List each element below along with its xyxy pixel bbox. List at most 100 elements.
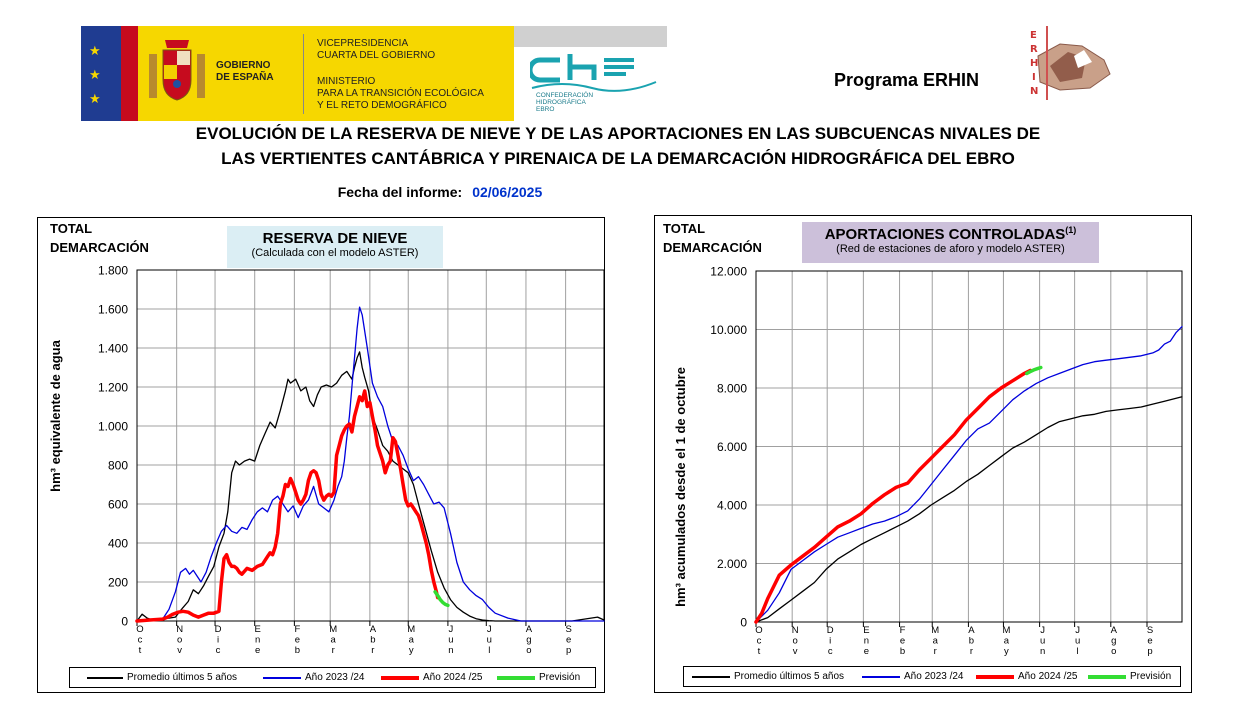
chart-title-footnote: (1)	[1065, 225, 1077, 235]
chart-subtitle: (Red de estaciones de aforo y modelo AST…	[836, 243, 1065, 255]
chart-legend: Promedio últimos 5 años Año 2023 /24 Año…	[69, 667, 596, 688]
che-logo: CONFEDERACIÓN HIDROGRÁFICA EBRO	[527, 52, 660, 113]
y-tick-label: 800	[108, 459, 128, 473]
legend-swatch-2024	[381, 676, 419, 680]
x-tick-label: n	[255, 635, 260, 646]
x-tick-label: t	[758, 646, 761, 657]
x-tick-label: e	[864, 646, 869, 657]
chart-title-box: RESERVA DE NIEVE (Calculada con el model…	[227, 226, 443, 268]
che-logo-icon	[527, 54, 657, 92]
x-tick-label: o	[1111, 646, 1116, 657]
x-tick-label: l	[488, 645, 490, 656]
legend-swatch-2024	[976, 675, 1014, 679]
x-tick-label: A	[968, 625, 975, 636]
x-tick-label: J	[1075, 625, 1080, 636]
legend-item-prevision: Previsión	[1130, 671, 1172, 682]
x-tick-label: p	[566, 645, 571, 656]
x-tick-label: r	[934, 646, 937, 657]
x-tick-label: c	[757, 636, 762, 647]
series-line-a-o-2023-24	[136, 306, 605, 622]
panel-label: TOTAL DEMARCACIÓN	[50, 221, 149, 255]
x-tick-label: e	[295, 635, 300, 646]
x-tick-label: b	[370, 635, 375, 646]
x-tick-label: p	[1147, 646, 1152, 657]
x-tick-label: c	[138, 635, 143, 646]
x-tick-label: a	[331, 635, 337, 646]
x-tick-label: e	[255, 645, 260, 656]
x-tick-label: S	[565, 624, 571, 635]
x-tick-label: A	[370, 624, 377, 635]
header-grey-band	[514, 26, 667, 47]
x-tick-label: o	[526, 645, 531, 656]
x-tick-label: E	[255, 624, 261, 635]
legend-swatch-2023	[862, 676, 900, 678]
chart-title: RESERVA DE NIEVE	[262, 230, 408, 247]
x-tick-label: D	[215, 624, 222, 635]
che-subtitle: CONFEDERACIÓN HIDROGRÁFICA EBRO	[536, 92, 594, 113]
chart-title-row: APORTACIONES CONTROLADAS(1)	[802, 225, 1099, 243]
legend-item-promedio: Promedio últimos 5 años	[734, 671, 845, 682]
coat-of-arms-icon	[149, 40, 205, 101]
legend-item-2023: Año 2023 /24	[904, 671, 964, 682]
x-tick-label: l	[1077, 646, 1079, 657]
x-tick-label: S	[1147, 625, 1153, 636]
x-tick-label: a	[1004, 636, 1010, 647]
y-tick-label: 1.600	[98, 303, 128, 317]
x-tick-label: i	[829, 636, 831, 647]
svg-text:E: E	[1030, 30, 1037, 41]
y-tick-label: 200	[108, 576, 128, 590]
x-tick-label: A	[1111, 625, 1118, 636]
x-tick-label: r	[332, 645, 335, 656]
series-line-a-o-2024-25	[754, 368, 1033, 624]
legend-swatch-promedio	[87, 677, 123, 679]
y-tick-label: 2.000	[717, 557, 747, 571]
y-tick-label: 0	[121, 615, 128, 629]
chart-subtitle: (Calculada con el modelo ASTER)	[251, 247, 419, 259]
x-tick-label: n	[448, 645, 453, 656]
y-tick-label: 10.000	[710, 323, 747, 337]
x-tick-label: n	[864, 636, 869, 647]
erhin-logo-icon: ERHIN	[1030, 26, 1111, 100]
report-date: Fecha del informe: 02/06/2025	[0, 184, 880, 200]
x-tick-label: F	[294, 624, 300, 635]
x-tick-label: O	[136, 624, 143, 635]
x-tick-label: M	[1002, 625, 1010, 636]
star-icon: ★	[89, 43, 101, 58]
star-icon: ★	[89, 91, 101, 106]
x-tick-label: M	[329, 624, 337, 635]
x-tick-label: J	[487, 624, 492, 635]
x-tick-label: e	[1147, 636, 1152, 647]
y-tick-label: 1.800	[98, 264, 128, 278]
series-line-a-o-2024-25	[135, 389, 440, 623]
legend-item-2024: Año 2024 /25	[1018, 671, 1078, 682]
x-tick-label: M	[407, 624, 415, 635]
plot-area	[755, 270, 1183, 623]
series-line-a-o-2023-24	[755, 325, 1183, 623]
series-line-previsi-n	[433, 590, 450, 608]
legend-item-promedio: Promedio últimos 5 años	[127, 672, 238, 683]
y-tick-label: 0	[740, 616, 747, 630]
x-tick-label: E	[863, 625, 869, 636]
series-line-promedio-ltimos-5-a-os	[755, 396, 1183, 623]
x-tick-label: c	[828, 646, 833, 657]
chart-legend: Promedio últimos 5 años Año 2023 /24 Año…	[683, 666, 1181, 687]
x-tick-label: N	[792, 625, 799, 636]
y-tick-label: 8.000	[717, 382, 747, 396]
legend-item-2024: Año 2024 /25	[423, 672, 483, 683]
flag-stripe	[121, 26, 138, 121]
legend-swatch-prevision	[497, 676, 535, 680]
snow-reserve-chart: OctNovDicEneFebMarAbrMayJunJulAgoSep0200…	[98, 264, 605, 656]
x-tick-label: J	[449, 624, 454, 635]
x-tick-label: O	[755, 625, 762, 636]
x-tick-label: e	[566, 635, 571, 646]
x-tick-label: o	[177, 635, 182, 646]
x-tick-label: b	[295, 645, 300, 656]
contributions-panel: TOTAL DEMARCACIÓN APORTACIONES CONTROLAD…	[654, 215, 1192, 693]
plot-area	[136, 269, 605, 622]
chart-title-box: APORTACIONES CONTROLADAS(1) (Red de esta…	[802, 222, 1099, 263]
x-tick-label: n	[1040, 646, 1045, 657]
x-tick-label: v	[793, 646, 798, 657]
x-tick-label: g	[1111, 636, 1116, 647]
x-tick-label: N	[176, 624, 183, 635]
x-tick-label: i	[217, 635, 219, 646]
